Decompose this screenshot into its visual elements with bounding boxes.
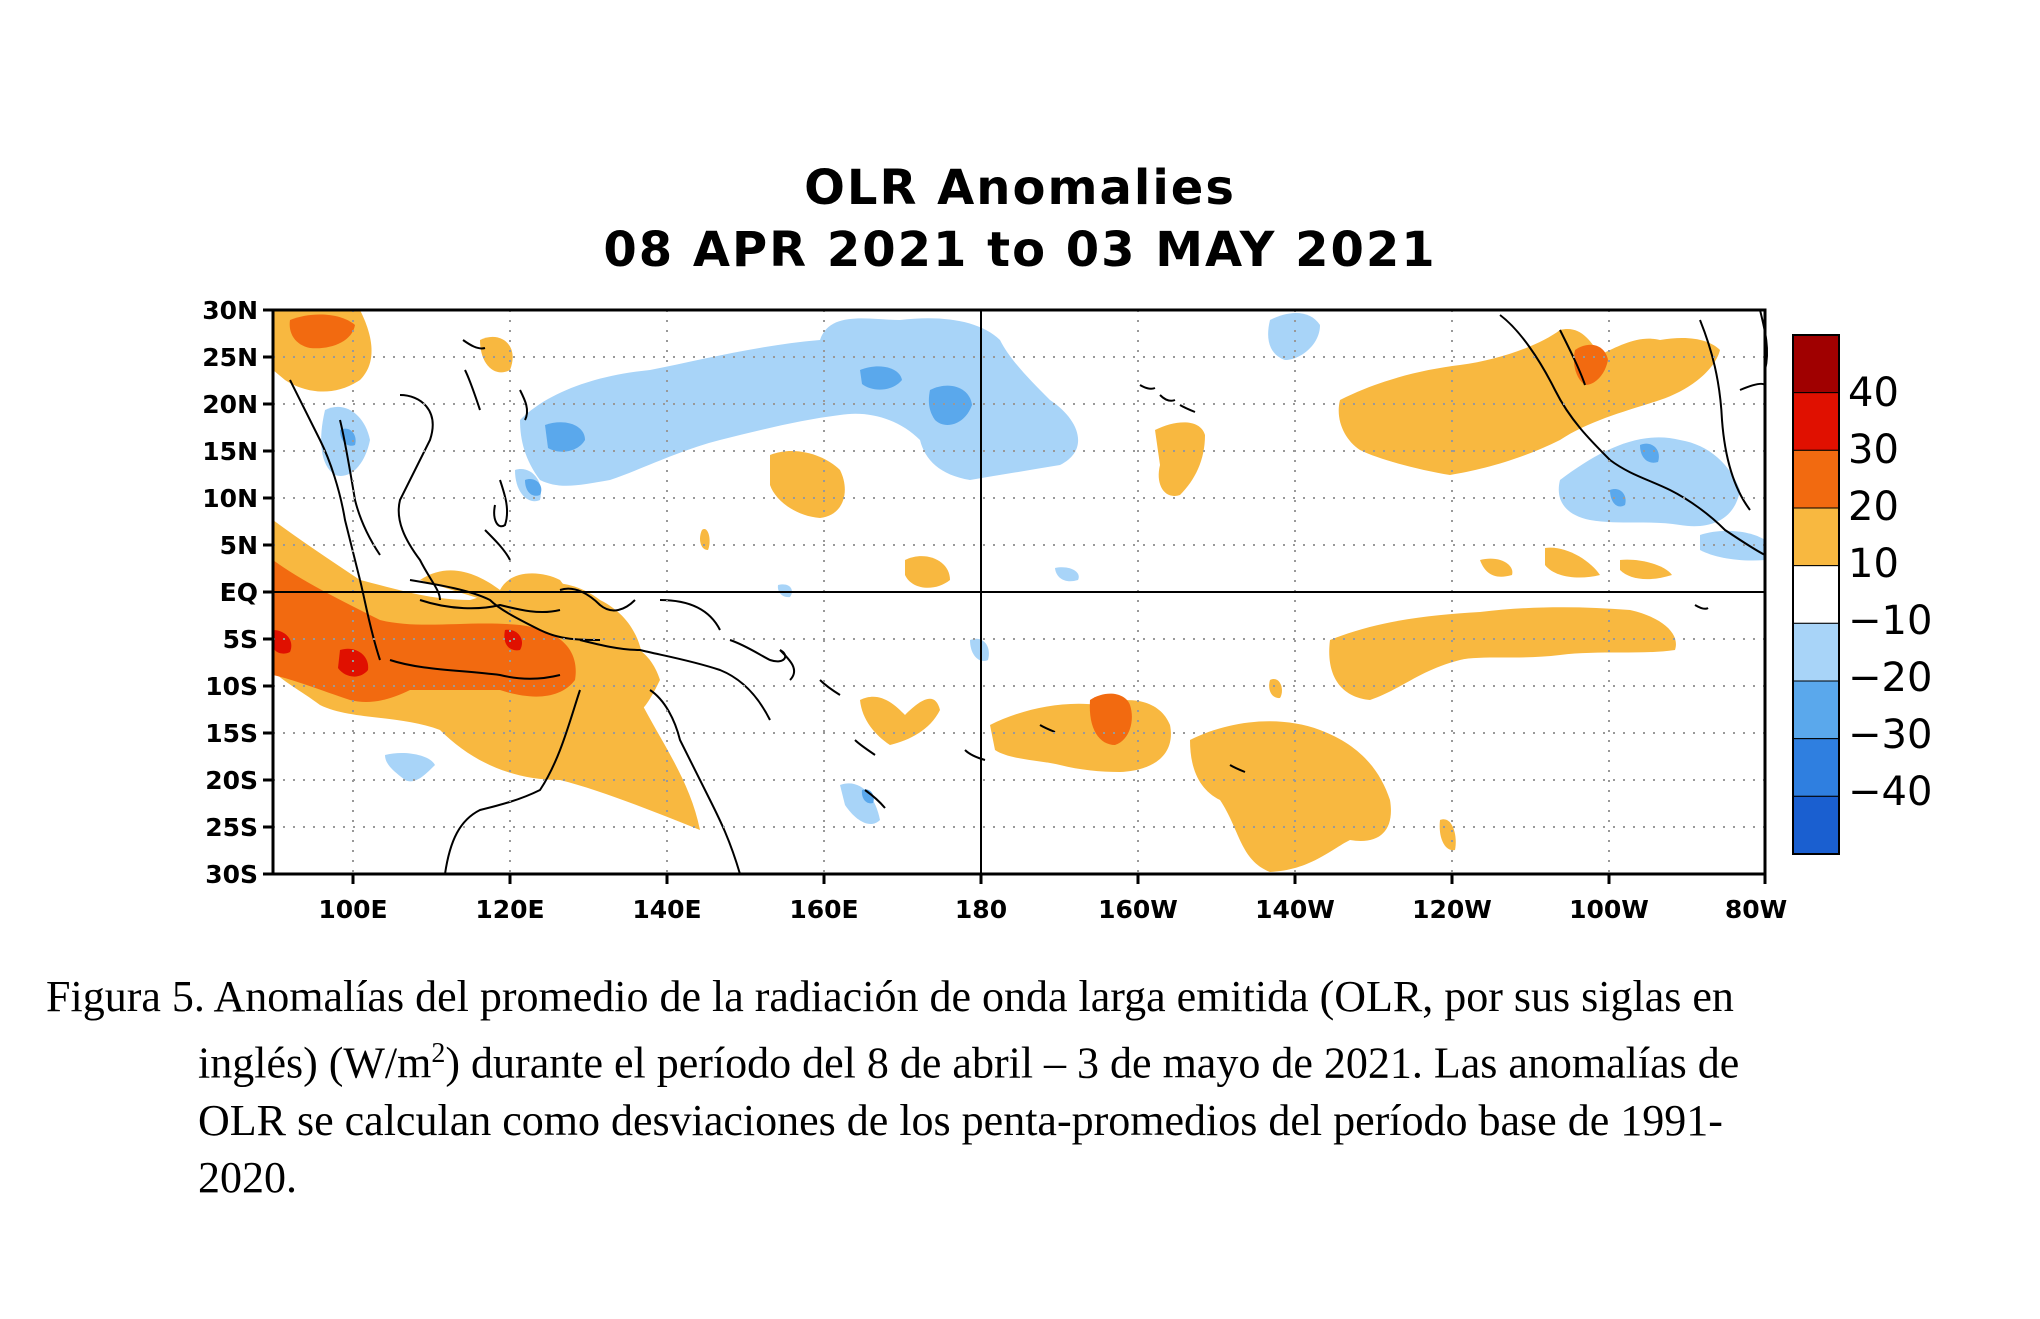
lat-labels: 30N 25N 20N 15N 10N 5N EQ 5S 10S 15S 20S… xyxy=(202,296,258,889)
lon-label: 120E xyxy=(475,895,544,924)
lat-label: 5N xyxy=(220,531,258,560)
colorbar-label: 30 xyxy=(1848,427,1899,473)
lat-label: 25S xyxy=(205,813,258,842)
lon-label: 160W xyxy=(1098,895,1178,924)
chart-subtitle-dates: 08 APR 2021 to 03 MAY 2021 xyxy=(603,222,1437,278)
colorbar-labels: 40 30 20 10 −10 −20 −30 −40 xyxy=(1848,370,1932,815)
coastlines xyxy=(289,309,1769,875)
positive-anomaly-30-40 xyxy=(273,629,523,677)
lon-label: 140E xyxy=(632,895,701,924)
lon-label: 180 xyxy=(955,895,1007,924)
lat-label: 15S xyxy=(205,719,258,748)
colorbar-label: −10 xyxy=(1848,598,1932,644)
chart-title: OLR Anomalies xyxy=(804,160,1236,216)
caption-line: Figura 5. Anomalías del promedio de la r… xyxy=(46,972,1734,1021)
colorbar-label: 20 xyxy=(1848,484,1899,530)
lat-label: 30N xyxy=(202,296,258,325)
colorbar-label: 40 xyxy=(1848,370,1899,416)
lat-label: 5S xyxy=(223,625,258,654)
caption-superscript: 2 xyxy=(431,1038,446,1069)
figure-caption: Figura 5. Anomalías del promedio de la r… xyxy=(46,968,2006,1206)
colorbar-cell xyxy=(1792,680,1840,740)
axis-ticks xyxy=(263,308,1767,884)
colorbar-cell xyxy=(1792,738,1840,797)
lon-label: 100E xyxy=(318,895,387,924)
colorbar: 40 30 20 10 −10 −20 −30 −40 xyxy=(1792,334,1932,855)
lon-label: 120W xyxy=(1412,895,1492,924)
lon-label: 100W xyxy=(1569,895,1649,924)
caption-line: OLR se calculan como desviaciones de los… xyxy=(198,1095,1723,1145)
lat-label: 20N xyxy=(202,390,258,419)
lat-label: 30S xyxy=(205,860,258,889)
colorbar-cell xyxy=(1792,507,1840,567)
lat-label: EQ xyxy=(220,578,258,607)
colorbar-cell xyxy=(1792,795,1840,855)
caption-line: 2020. xyxy=(198,1152,297,1202)
lon-label: 160E xyxy=(789,895,858,924)
lat-label: 25N xyxy=(202,343,258,372)
lon-label: 140W xyxy=(1255,895,1335,924)
lon-labels: 100E 120E 140E 160E 180 160W 140W 120W 1… xyxy=(318,895,1787,924)
lat-label: 15N xyxy=(202,437,258,466)
colorbar-cell xyxy=(1792,392,1840,451)
lat-label: 20S xyxy=(205,766,258,795)
lat-label: 10S xyxy=(205,672,258,701)
lon-label: 80W xyxy=(1725,895,1787,924)
colorbar-cell xyxy=(1792,622,1840,682)
colorbar-label: −40 xyxy=(1848,769,1932,815)
caption-text: inglés) (W/m xyxy=(198,1038,432,1088)
colorbar-cell xyxy=(1792,334,1840,394)
caption-text: ) durante el período del 8 de abril – 3 … xyxy=(445,1038,1740,1088)
colorbar-cell xyxy=(1792,449,1840,509)
colorbar-label: 10 xyxy=(1848,541,1899,587)
caption-line: inglés) (W/m2) durante el período del 8 … xyxy=(46,1025,2006,1092)
colorbar-cell xyxy=(1792,565,1840,624)
lat-label: 10N xyxy=(202,484,258,513)
colorbar-label: −20 xyxy=(1848,655,1932,701)
colorbar-label: −30 xyxy=(1848,712,1932,758)
